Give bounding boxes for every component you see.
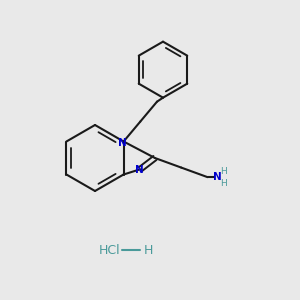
Text: H: H — [144, 244, 153, 256]
Text: H: H — [220, 167, 227, 176]
Text: N: N — [135, 165, 144, 175]
Text: HCl: HCl — [98, 244, 120, 256]
Text: N: N — [118, 137, 127, 148]
Text: H: H — [220, 179, 227, 188]
Text: N: N — [213, 172, 222, 182]
